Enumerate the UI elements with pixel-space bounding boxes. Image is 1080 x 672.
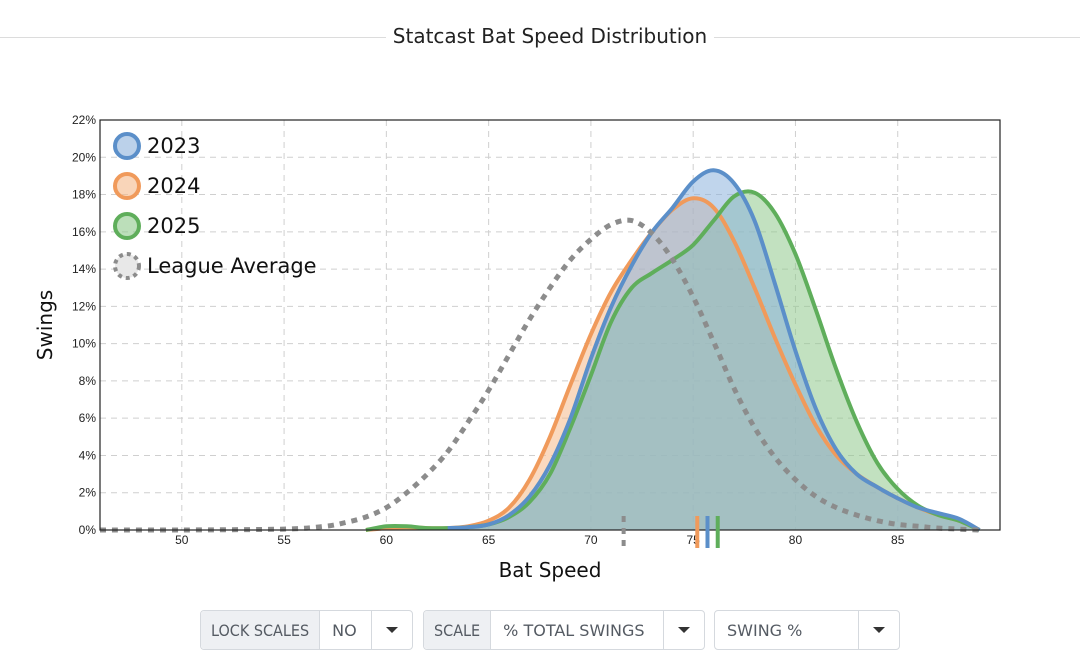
series-line-league-average [100,217,980,533]
plot-frame [99,119,1001,531]
y-tick-label: 4% [79,448,97,462]
x-tick-label: 85 [891,533,905,547]
series-line-2023 [447,168,981,532]
x-tick-label: 50 [175,533,189,547]
chart-header: Statcast Bat Speed Distribution [0,0,1080,76]
y-tick-label: 12% [72,299,96,313]
y-tick-label: 22% [72,113,96,127]
x-tick-label: 60 [380,533,394,547]
y-tick-label: 2% [79,486,97,500]
chevron-down-icon[interactable] [371,611,412,649]
scale-label: SCALE [424,611,492,649]
legend-label: League Average [147,254,317,278]
y-tick-label: 10% [72,337,96,351]
y-tick-label: 6% [79,411,97,425]
y-tick-label: 20% [72,150,96,164]
y-tick-label: 0% [79,523,97,537]
y-tick-label: 14% [72,262,96,276]
bat-speed-chart: 0% 2% 4% 6% 8% 10% 12% 14% 16% 18% 20% 22% 50 55 60 65 7… [33,113,1001,582]
metric-value[interactable]: SWING % [727,620,803,640]
metric-select[interactable]: SWING % [714,610,900,650]
legend-label: 2023 [147,134,200,158]
legend-swatch-2025 [113,212,141,240]
scale-value[interactable]: % TOTAL SWINGS [503,620,645,640]
lock-scales-label: LOCK SCALES [201,611,321,649]
y-tick-label: 8% [79,374,97,388]
x-axis-title: Bat Speed [499,558,602,582]
x-tick-label: 65 [482,533,496,547]
chevron-down-icon[interactable] [663,611,704,649]
scale-select[interactable]: SCALE % TOTAL SWINGS [423,610,705,650]
header-divider-left [0,37,386,38]
x-tick-label: 55 [277,533,291,547]
y-axis-title: Swings [33,290,57,360]
legend-label: 2024 [147,174,200,198]
lock-scales-select[interactable]: LOCK SCALES NO [200,610,413,650]
y-tick-label: 16% [72,225,96,239]
y-tick-label: 18% [72,188,96,202]
chart-title: Statcast Bat Speed Distribution [392,24,708,48]
series-area-2023 [447,170,980,531]
header-divider-right [714,37,1080,38]
chart-controls: LOCK SCALES NO SCALE % TOTAL SWINGS SWIN… [0,610,1080,652]
legend-swatch-league-average [113,252,141,280]
lock-scales-value[interactable]: NO [332,620,357,640]
legend-label: 2025 [147,214,200,238]
chevron-down-icon[interactable] [858,611,899,649]
x-tick-label: 70 [584,533,598,547]
x-tick-label: 80 [789,533,803,547]
legend-swatch-2023 [113,132,141,160]
legend-swatch-2024 [113,172,141,200]
